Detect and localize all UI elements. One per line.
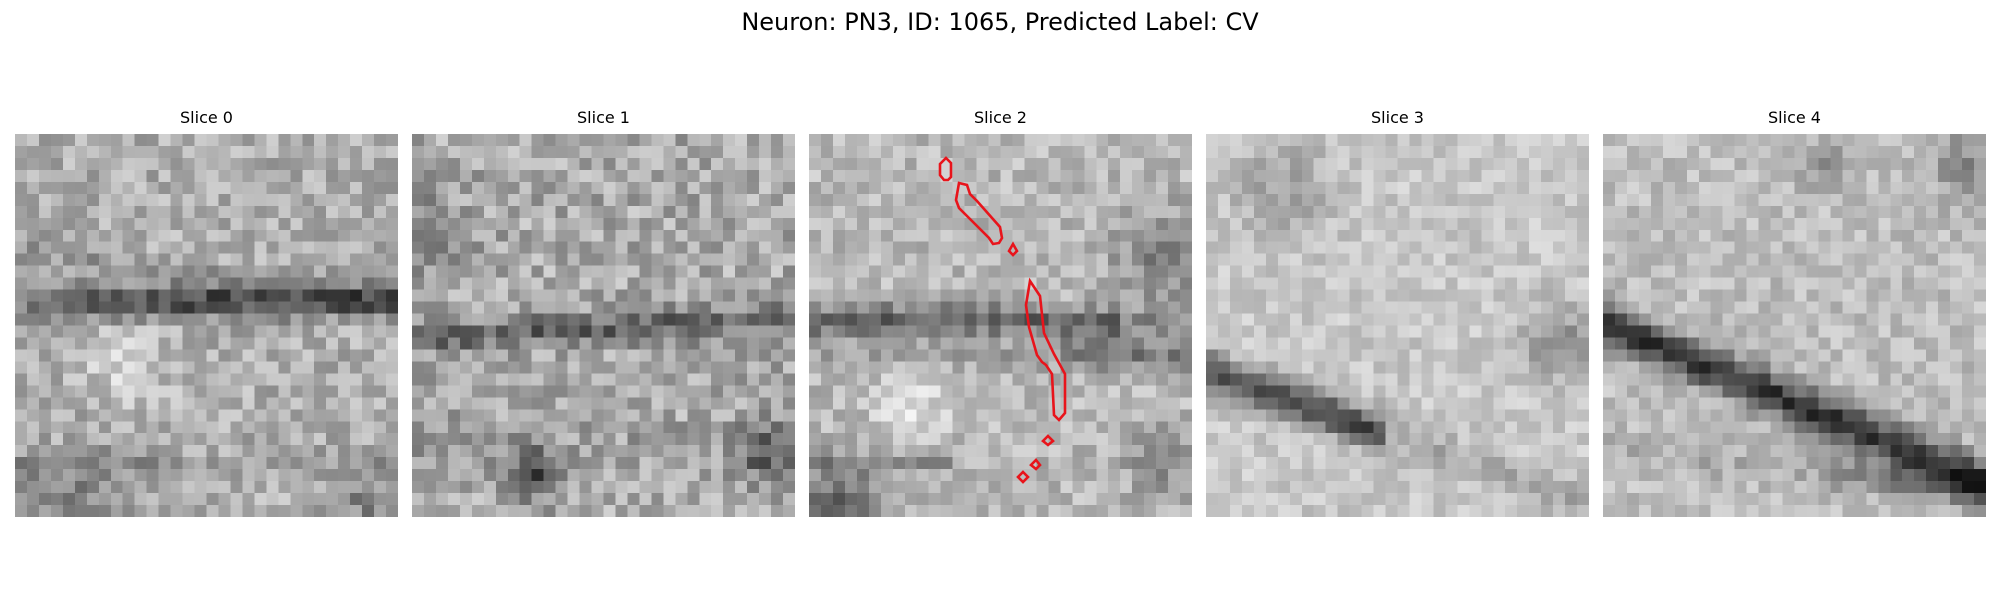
contour-segment — [1007, 241, 1019, 257]
slice-image-4 — [1603, 134, 1986, 517]
slice-image-1 — [412, 134, 795, 517]
contour-segment — [938, 156, 953, 182]
contour-segment — [1024, 277, 1067, 422]
slice-title-0: Slice 0 — [180, 108, 233, 127]
slice-title-4: Slice 4 — [1768, 108, 1821, 127]
slice-image-0 — [15, 134, 398, 517]
slice-image-2 — [809, 134, 1192, 517]
contour-segment — [954, 181, 1004, 246]
slice-title-3: Slice 3 — [1371, 108, 1424, 127]
contour-segment — [1016, 470, 1030, 484]
slice-title-2: Slice 2 — [974, 108, 1027, 127]
figure-title: Neuron: PN3, ID: 1065, Predicted Label: … — [741, 8, 1259, 36]
contour-segment — [1029, 458, 1042, 471]
slice-image-3 — [1206, 134, 1589, 517]
contour-segment — [1041, 434, 1055, 447]
slice-title-1: Slice 1 — [577, 108, 630, 127]
segmentation-contour-overlay — [938, 156, 1067, 484]
